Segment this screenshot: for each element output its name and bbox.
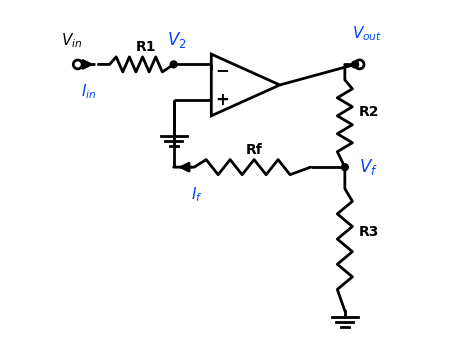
Text: Rf: Rf: [246, 143, 262, 157]
Circle shape: [73, 60, 82, 69]
Text: $V_{in}$: $V_{in}$: [61, 31, 82, 50]
Text: −: −: [216, 61, 230, 79]
Text: $I_f$: $I_f$: [191, 185, 202, 204]
Text: $V_{out}$: $V_{out}$: [352, 24, 382, 43]
Circle shape: [355, 60, 364, 69]
Circle shape: [342, 164, 348, 171]
Text: R1: R1: [136, 40, 157, 54]
Text: $V_2$: $V_2$: [167, 30, 186, 50]
Text: +: +: [216, 92, 230, 109]
Circle shape: [170, 61, 177, 68]
Text: R3: R3: [359, 225, 379, 239]
Text: $V_f$: $V_f$: [359, 157, 378, 177]
Text: $I_{in}$: $I_{in}$: [81, 82, 97, 101]
Circle shape: [352, 61, 359, 68]
Text: R2: R2: [359, 105, 379, 119]
